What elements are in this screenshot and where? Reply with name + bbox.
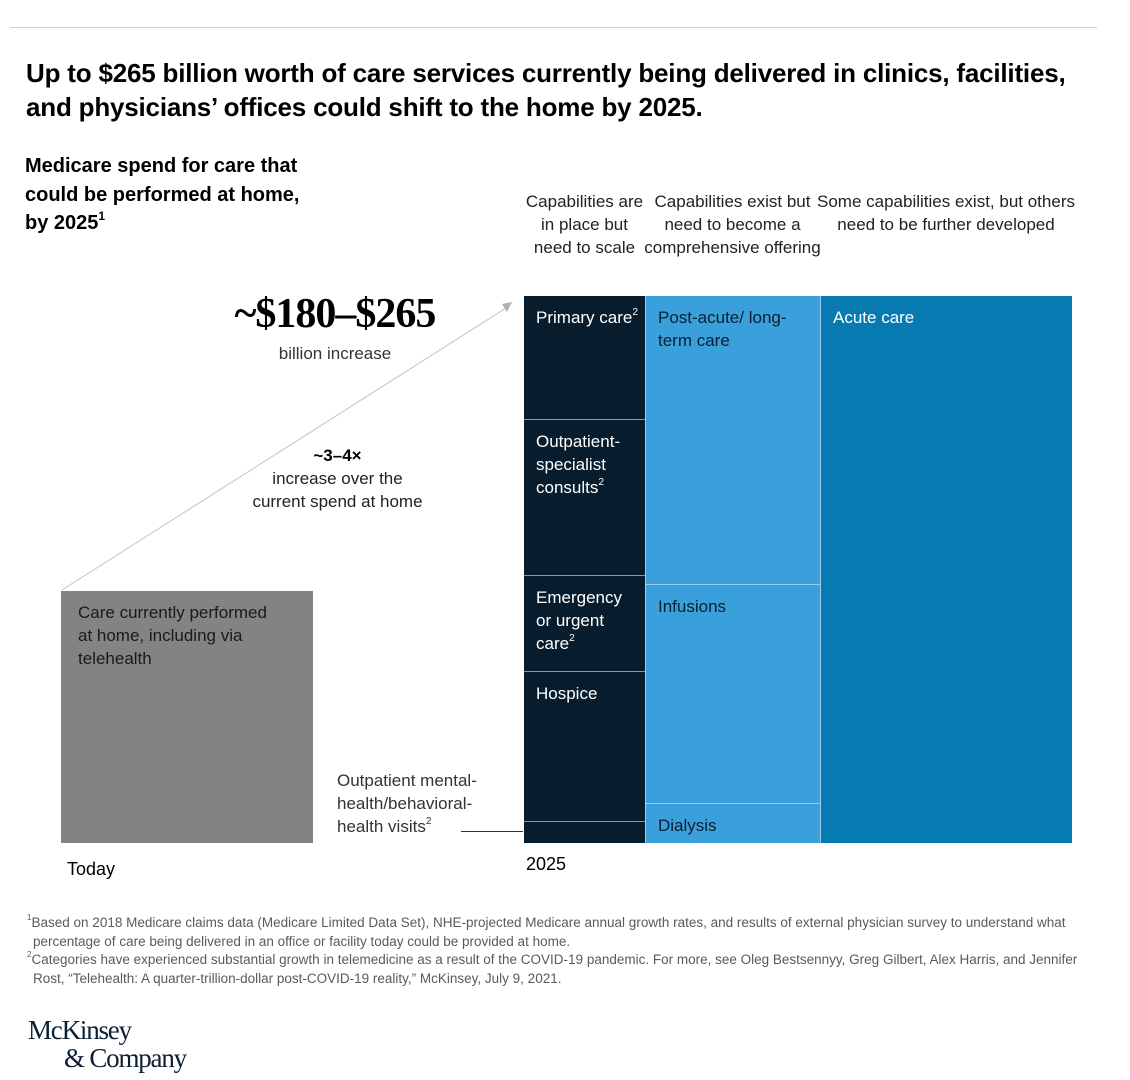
segment-label: Hospice: [536, 682, 641, 705]
segment-label: Acute care: [833, 306, 1069, 329]
segment-label-text: Infusions: [658, 597, 727, 616]
marimekko-2025: Primary care2 Outpatient-specialist consu…: [524, 296, 1072, 843]
footnote-ref: 2: [598, 476, 605, 488]
segment-infusions: Infusions: [645, 584, 820, 803]
mckinsey-logo: McKinsey & Company: [28, 1015, 187, 1073]
multiplier-value: ~3–4×: [313, 446, 362, 465]
chart-subtitle-text: Medicare spend for care that could be pe…: [25, 155, 300, 234]
footnote-1: 1Based on 2018 Medicare claims data (Med…: [27, 914, 1087, 951]
footnote-marker: 2: [27, 950, 32, 960]
footnote-text: Based on 2018 Medicare claims data (Medi…: [31, 915, 1066, 949]
mental-health-label-text: Outpatient mental-health/behavioral-heal…: [337, 771, 477, 836]
arrow-head-icon: [502, 302, 512, 312]
footnote-marker: 1: [27, 913, 32, 923]
footnotes: 1Based on 2018 Medicare claims data (Med…: [27, 914, 1087, 988]
segment-label: Dialysis: [658, 814, 817, 837]
segment-emergency-or-urgent-care: Emergency or urgent care2: [524, 575, 645, 671]
segment-label-text: Emergency or urgent care: [536, 588, 622, 653]
segment-primary-care: Primary care2: [524, 296, 645, 419]
column-header-scale: Capabilities are in place but need to sc…: [525, 192, 644, 257]
footnote-ref: 1: [98, 208, 106, 223]
multiplier-callout: ~3–4× increase over the current spend at…: [250, 444, 425, 513]
x-label-2025: 2025: [526, 854, 567, 874]
footnote-2: 2Categories have experienced substantial…: [27, 951, 1087, 988]
logo-line-2: & Company: [64, 1043, 187, 1073]
segment-label-text: Acute care: [833, 308, 915, 327]
segment-label: Emergency or urgent care2: [536, 586, 641, 655]
footnote-ref: 2: [632, 306, 639, 318]
segment-label-text: Post-acute/ long-term care: [658, 308, 787, 350]
segment-outpatient-mental-health-behavioral-health-visits: [524, 821, 645, 843]
segment-hospice: Hospice: [524, 671, 645, 821]
increase-amount: ~$180–$265: [234, 291, 437, 337]
segment-acute-care: Acute care: [820, 296, 1072, 843]
page-title: Up to $265 billion worth of care service…: [26, 58, 1066, 122]
segment-label: Post-acute/ long-term care: [658, 306, 817, 352]
segment-label: Infusions: [658, 595, 817, 618]
segment-dialysis: Dialysis: [645, 803, 820, 843]
column-header-comprehensive: Capabilities exist but need to become a …: [644, 192, 821, 257]
logo-line-1: McKinsey: [28, 1015, 132, 1045]
today-bar: [61, 591, 313, 843]
growth-connector-line: [61, 307, 507, 591]
mental-health-leader-line: [461, 831, 523, 832]
segment-post-acute-long-term-care: Post-acute/ long-term care: [645, 296, 820, 584]
footnote-text: Categories have experienced substantial …: [31, 952, 1078, 986]
top-divider: [10, 27, 1097, 28]
footnote-ref: 2: [569, 632, 575, 644]
chart-subtitle: Medicare spend for care that could be pe…: [25, 152, 325, 238]
footnote-ref: 2: [425, 815, 432, 827]
increase-unit: billion increase: [278, 344, 392, 363]
segment-outpatient-specialist-consults: Outpatient-specialist consults2: [524, 419, 645, 575]
x-label-today: Today: [67, 859, 116, 879]
segment-label-text: Outpatient-specialist consults: [536, 432, 621, 497]
multiplier-text: increase over the current spend at home: [252, 469, 423, 511]
segment-label: Outpatient-specialist consults2: [536, 430, 641, 499]
today-bar-label: Care currently performed at home, includ…: [78, 603, 267, 668]
mental-health-label: Outpatient mental-health/behavioral-heal…: [337, 769, 512, 838]
segment-label-text: Primary care: [536, 308, 633, 327]
segment-label: Primary care2: [536, 306, 641, 329]
column-header-develop: Some capabilities exist, but others need…: [817, 192, 1075, 234]
segment-label-text: Dialysis: [658, 816, 717, 835]
segment-label-text: Hospice: [536, 684, 598, 703]
